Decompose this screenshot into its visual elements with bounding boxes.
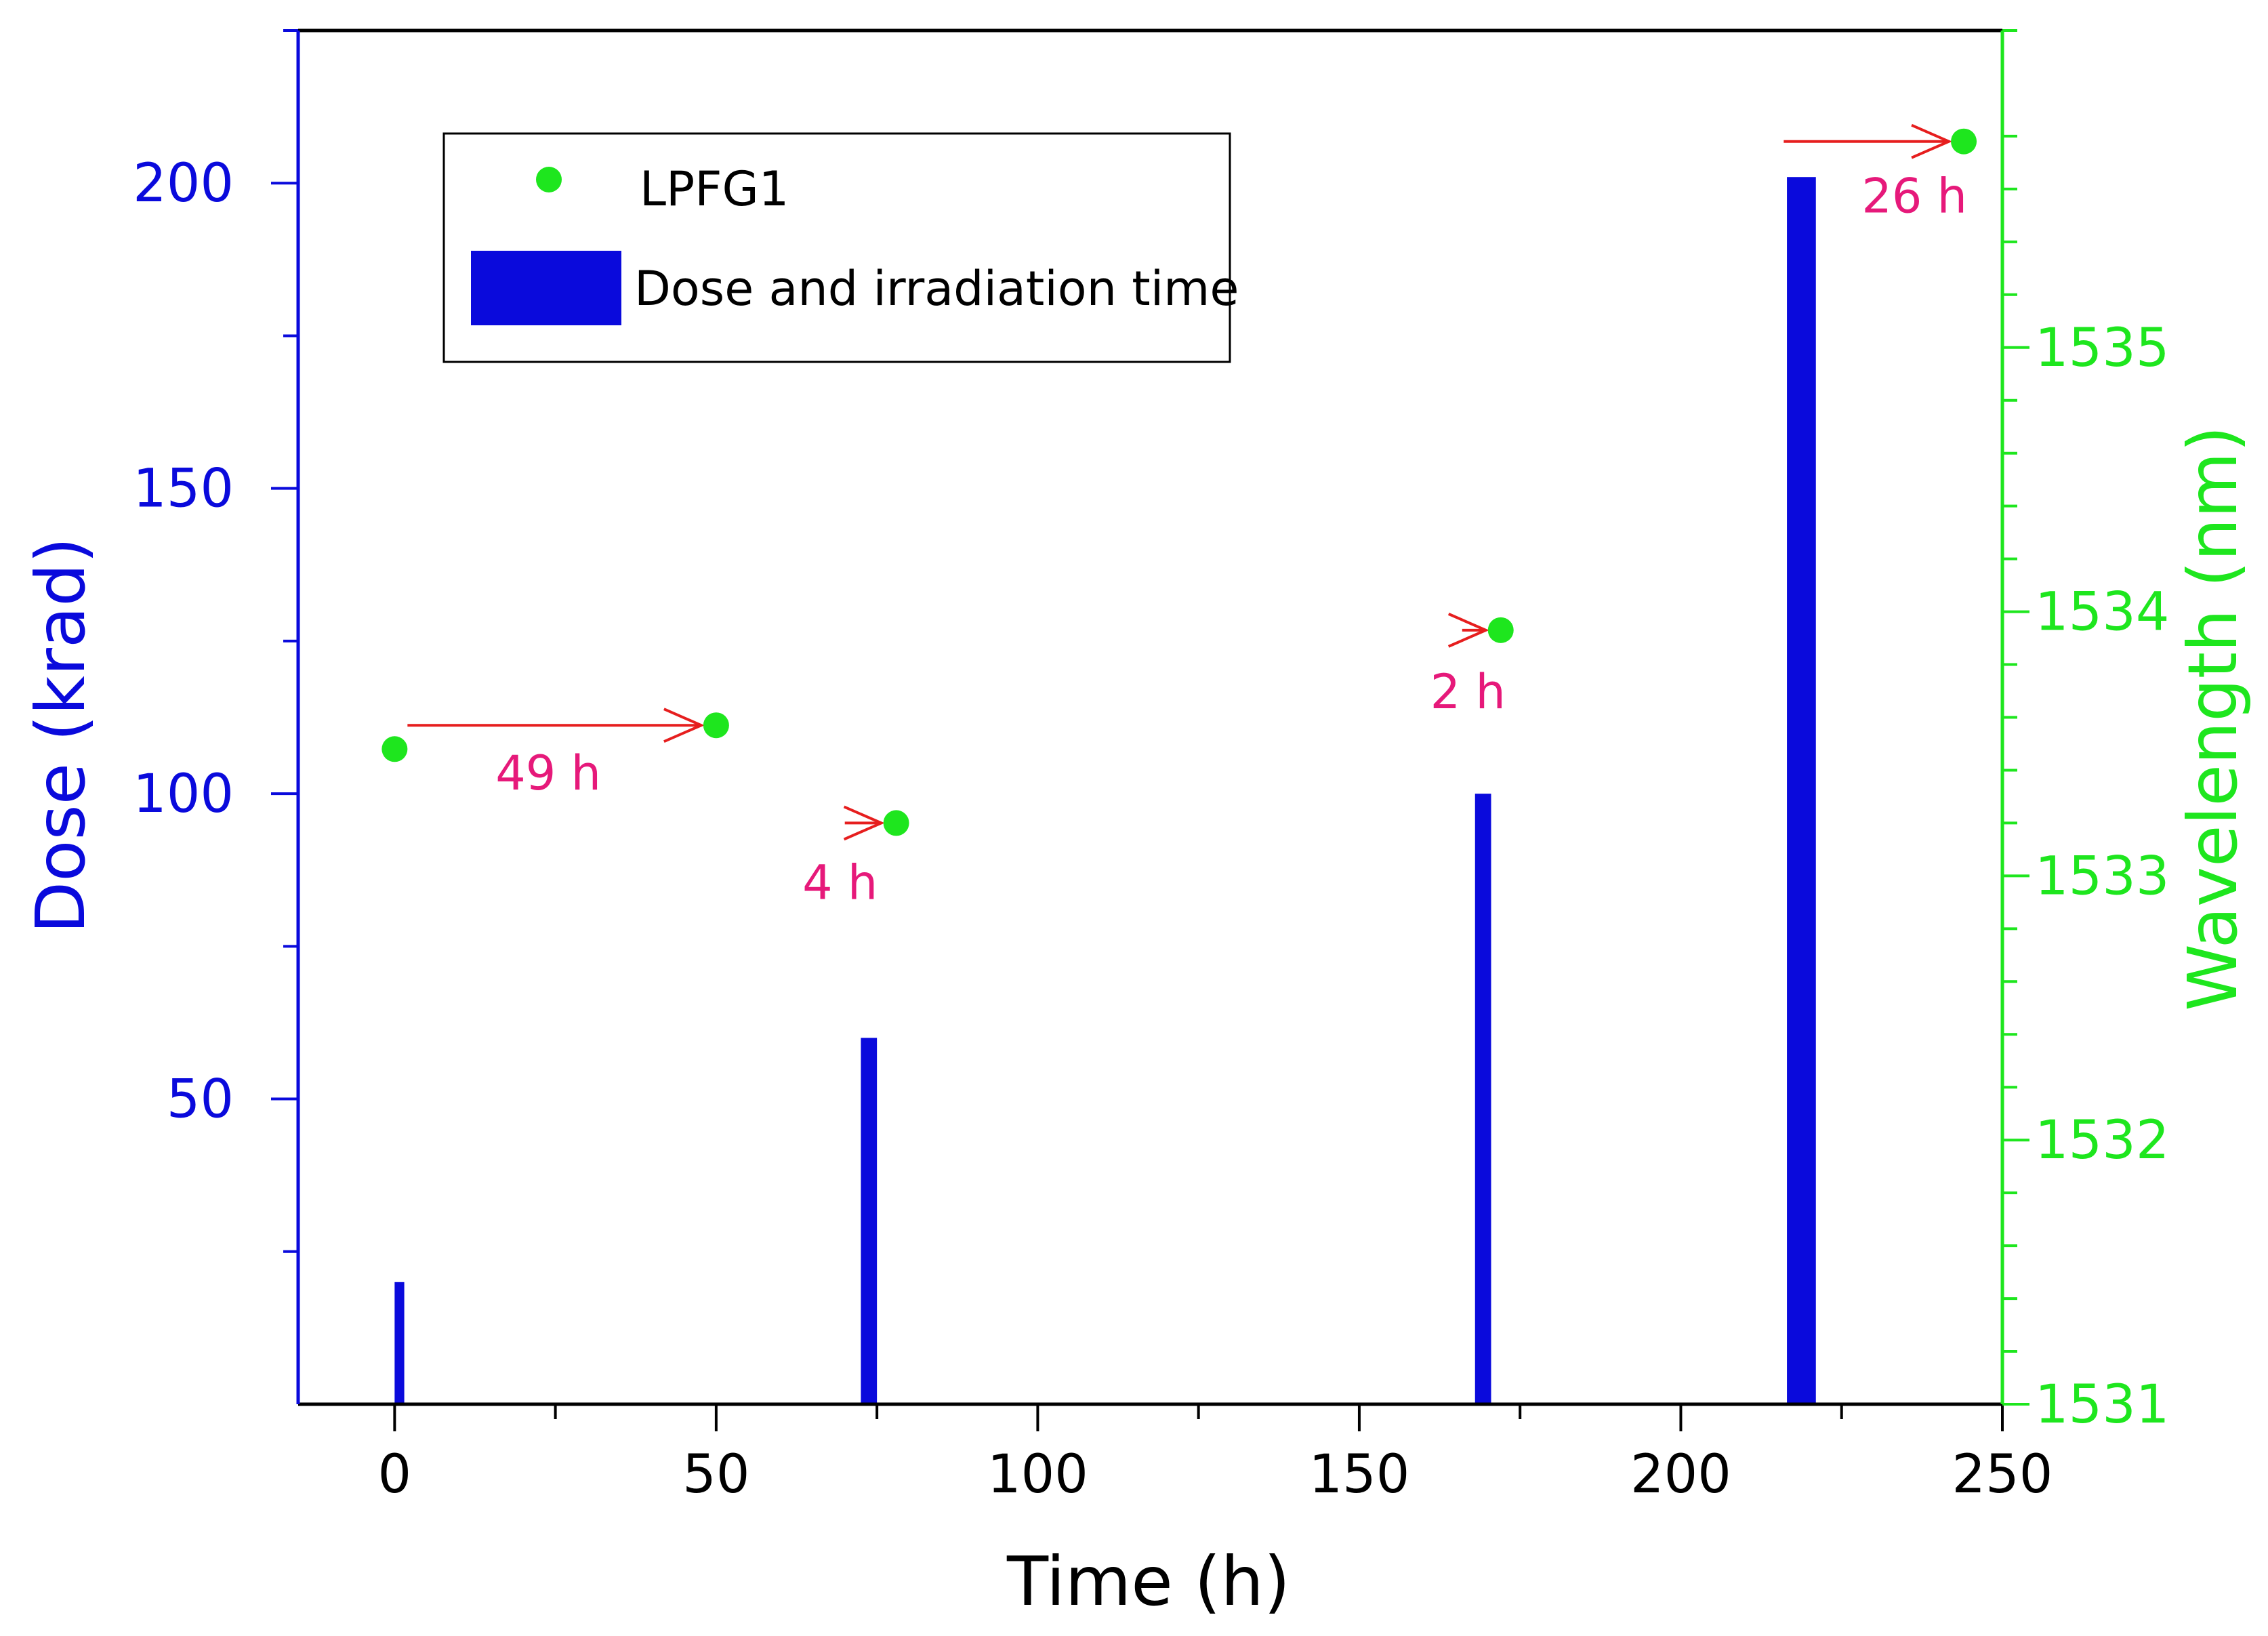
legend-label-lpfg1: LPFG1	[640, 161, 789, 217]
x-tick-label-0: 0	[378, 1444, 412, 1505]
y2-tick-label-1: 1532	[2035, 1110, 2170, 1171]
dose-bar-0	[394, 1282, 405, 1404]
annotation-arrow-head-3	[1911, 123, 1953, 159]
annotation-labels: 49 h 4 h 2 h 26 h	[495, 169, 1967, 911]
axes: 0 50 100 150 200 250 50 100 150 200 1531 1532 1533 15…	[133, 29, 2170, 1505]
y-tick-label-2: 150	[133, 459, 234, 520]
annotation-arrow-3	[1784, 123, 1953, 159]
y2-tick-label-0: 1531	[2035, 1374, 2170, 1435]
x-tick-label-4: 200	[1630, 1444, 1731, 1505]
lpfg1-point-1	[703, 712, 729, 739]
annotation-label-3: 26 h	[1861, 169, 1967, 224]
annotation-arrow-0	[407, 708, 705, 743]
scatter-series	[382, 128, 1977, 836]
lpfg1-point-3	[1487, 617, 1514, 643]
y2-axis-title: Wavelength (nm)	[2173, 426, 2252, 1011]
annotation-arrow-1	[843, 805, 885, 841]
plot-frame	[296, 28, 2004, 1406]
y-tick-label-0: 50	[167, 1069, 234, 1130]
legend-swatch-dose	[471, 251, 621, 325]
annotation-arrow-2	[1447, 613, 1489, 648]
x-tick-label-3: 150	[1308, 1444, 1409, 1505]
annotation-label-2: 2 h	[1430, 664, 1506, 720]
annotation-arrow-head-2	[1447, 613, 1489, 648]
dose-bar-2	[1475, 794, 1491, 1404]
y-axis-title: Dose (krad)	[21, 537, 100, 933]
y2-tick-label-4: 1535	[2035, 318, 2170, 379]
x-tick-label-2: 100	[987, 1444, 1088, 1505]
lpfg1-point-2	[883, 810, 909, 836]
y2-tick-label-2: 1533	[2035, 846, 2170, 907]
legend: LPFG1 Dose and irradiation time	[442, 132, 1239, 363]
legend-marker-lpfg1	[536, 167, 562, 192]
y-tick-label-3: 200	[133, 153, 234, 214]
lpfg1-point-4	[1951, 128, 1977, 155]
lpfg1-point-0	[382, 736, 408, 762]
annotation-label-1: 4 h	[802, 855, 878, 910]
dose-bar-3	[1787, 177, 1816, 1404]
annotation-arrow-head-1	[843, 805, 885, 841]
annotation-label-0: 49 h	[495, 745, 601, 801]
annotation-arrow-head-0	[663, 708, 705, 743]
x-axis-title: Time (h)	[1006, 1542, 1290, 1621]
dose-bar-1	[861, 1038, 878, 1404]
annotation-arrows	[407, 123, 1953, 841]
y2-tick-label-3: 1534	[2035, 582, 2170, 643]
x-tick-label-1: 50	[682, 1444, 749, 1505]
bar-series	[394, 177, 1816, 1404]
x-tick-label-5: 250	[1952, 1444, 2053, 1505]
y-tick-label-1: 100	[133, 764, 234, 825]
legend-label-dose: Dose and irradiation time	[634, 261, 1239, 316]
legend-box	[442, 132, 1231, 363]
